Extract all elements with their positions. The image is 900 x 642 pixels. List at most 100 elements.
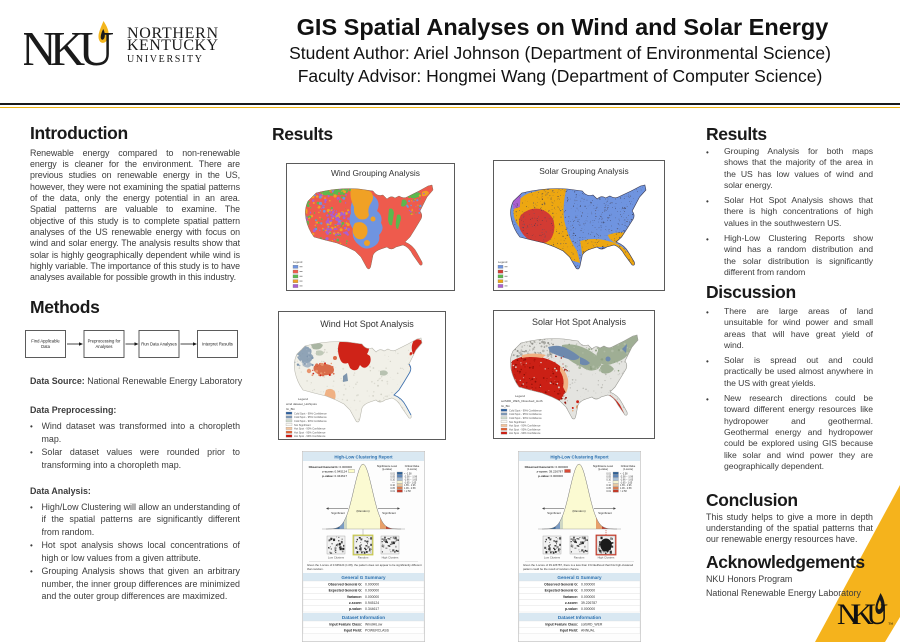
svg-text:Variance:: Variance: <box>563 595 578 599</box>
svg-text:Input Feature Class:: Input Feature Class: <box>545 622 578 626</box>
svg-text:0.000000: 0.000000 <box>581 607 595 611</box>
svg-text:0.05: 0.05 <box>390 475 395 478</box>
svg-text:WindHiLow: WindHiLow <box>365 622 383 626</box>
svg-text:Random: Random <box>358 556 369 560</box>
svg-text:Low Clusters: Low Clusters <box>328 556 345 560</box>
svg-text:0.01: 0.01 <box>606 490 611 493</box>
svg-text:0.945124: 0.945124 <box>365 601 379 605</box>
svg-text:Data: Data <box>41 344 51 349</box>
svg-text:Legend: Legend <box>298 397 308 401</box>
svg-text:z-score:: z-score: <box>565 601 578 605</box>
svg-text:Legend: Legend <box>293 260 303 264</box>
svg-text:Dataset Information: Dataset Information <box>342 615 385 620</box>
svg-text:0.01: 0.01 <box>606 472 611 475</box>
svg-text:Significance Level: Significance Level <box>377 465 398 468</box>
svg-text:< -2.58: < -2.58 <box>620 472 628 475</box>
svg-text:High-Low Clustering Report: High-Low Clustering Report <box>334 454 393 459</box>
svg-text:1.96 - 2.58: 1.96 - 2.58 <box>620 487 632 490</box>
svg-text:1.65 - 1.96: 1.65 - 1.96 <box>620 484 632 487</box>
svg-text:KENTUCKY: KENTUCKY <box>127 37 218 54</box>
svg-text:Legend: Legend <box>498 260 508 264</box>
svg-text:0.000000: 0.000000 <box>581 595 595 599</box>
svg-text:0.000000: 0.000000 <box>581 582 595 586</box>
svg-text:Not Significant: Not Significant <box>509 420 526 424</box>
svg-text:High-Low Clustering Report: High-Low Clustering Report <box>550 454 609 459</box>
svg-text:Given the z-score of 0.945124: Given the z-score of 0.945124 (1.08), th… <box>307 563 422 567</box>
svg-text:Cold Spot - 99% Confidence: Cold Spot - 99% Confidence <box>509 408 542 412</box>
svg-text:General G Summary: General G Summary <box>557 575 602 580</box>
svg-text:Hot Spot - 99% Confidence: Hot Spot - 99% Confidence <box>294 434 326 438</box>
svg-text:Cold Spot - 90% Confidence: Cold Spot - 90% Confidence <box>294 419 327 423</box>
svg-text:Wind Grouping Analysis: Wind Grouping Analysis <box>331 168 420 178</box>
svg-text:Input Feature Class:: Input Feature Class: <box>329 622 362 626</box>
svg-text:(p-value): (p-value) <box>598 468 608 471</box>
svg-text:p-value:: p-value: <box>349 607 362 611</box>
svg-text:Critical Value: Critical Value <box>621 465 636 468</box>
svg-text:Significant: Significant <box>382 511 396 515</box>
svg-text:1.65 - 1.96: 1.65 - 1.96 <box>404 484 416 487</box>
svg-text:Solar Grouping Analysis: Solar Grouping Analysis <box>539 166 628 176</box>
svg-text:(z-score): (z-score) <box>623 468 633 471</box>
svg-text:Hot Spot - 95% Confidence: Hot Spot - 95% Confidence <box>509 427 541 431</box>
svg-text:Low Clusters: Low Clusters <box>544 556 561 560</box>
svg-text:Cold Spot - 99% Confidence: Cold Spot - 99% Confidence <box>294 411 327 415</box>
svg-text:Hot Spot - 95% Confidence: Hot Spot - 95% Confidence <box>294 430 326 434</box>
svg-text:High Clusters: High Clusters <box>382 556 399 560</box>
svg-text:Run Data Analyses: Run Data Analyses <box>141 342 177 347</box>
svg-text:----: ---- <box>608 481 611 484</box>
svg-text:0.000000: 0.000000 <box>581 589 595 593</box>
svg-text:Observed General G:: Observed General G: <box>328 582 362 586</box>
svg-text:™: ™ <box>888 622 893 628</box>
svg-text:0.01: 0.01 <box>390 490 395 493</box>
svg-text:solSRD_WER: solSRD_WER <box>581 622 603 626</box>
svg-text:----: ---- <box>392 481 395 484</box>
svg-text:-1.96 - -1.65: -1.96 - -1.65 <box>404 478 418 481</box>
svg-text:0.05: 0.05 <box>390 487 395 490</box>
svg-text:Input Field:: Input Field: <box>560 629 578 633</box>
svg-text:p-value: 0.344617: p-value: 0.344617 <box>322 474 347 478</box>
svg-text:Cold Spot - 90% Confidence: Cold Spot - 90% Confidence <box>509 416 542 420</box>
svg-text:-1.65 - 1.65: -1.65 - 1.65 <box>620 481 633 484</box>
svg-text:p-value: 0.000000: p-value: 0.000000 <box>538 474 563 478</box>
svg-text:z-score: 0.945124: z-score: 0.945124 <box>322 470 347 474</box>
svg-text:z-score: 39.226787: z-score: 39.226787 <box>536 470 563 474</box>
svg-text:-1.65 - 1.65: -1.65 - 1.65 <box>404 481 417 484</box>
svg-text:1.96 - 2.58: 1.96 - 2.58 <box>404 487 416 490</box>
svg-text:< -2.58: < -2.58 <box>404 472 412 475</box>
svg-text:Expected General G:: Expected General G: <box>329 589 362 593</box>
svg-text:0.05: 0.05 <box>606 487 611 490</box>
svg-text:Hot Spot - 90% Confidence: Hot Spot - 90% Confidence <box>294 427 326 431</box>
svg-text:Hot Spot - 90% Confidence: Hot Spot - 90% Confidence <box>509 424 541 428</box>
svg-text:-1.96 - -1.65: -1.96 - -1.65 <box>620 478 634 481</box>
svg-text:Observed General G: 0.000000: Observed General G: 0.000000 <box>309 465 353 469</box>
svg-text:39.226787: 39.226787 <box>581 601 597 605</box>
svg-text:0.000000: 0.000000 <box>365 595 379 599</box>
svg-text:ANNUAL: ANNUAL <box>581 629 595 633</box>
svg-text:Preprocessing for: Preprocessing for <box>88 339 121 344</box>
svg-text:-2.58 - -1.96: -2.58 - -1.96 <box>620 475 634 478</box>
svg-text:Observed General G: 0.000000: Observed General G: 0.000000 <box>525 465 569 469</box>
svg-text:NORTHERN: NORTHERN <box>127 25 218 42</box>
svg-text:Significant: Significant <box>547 511 561 515</box>
svg-text:Observed General G:: Observed General G: <box>544 582 578 586</box>
svg-text:Input Field:: Input Field: <box>344 629 362 633</box>
svg-text:0.000000: 0.000000 <box>365 589 379 593</box>
svg-text:> 2.58: > 2.58 <box>404 490 411 493</box>
svg-text:pattern could be the result of: pattern could be the result of random ch… <box>523 567 580 571</box>
svg-text:0.10: 0.10 <box>390 478 395 481</box>
svg-text:Solar Hot Spot Analysis: Solar Hot Spot Analysis <box>532 317 627 327</box>
svg-text:Find Applicable: Find Applicable <box>31 339 60 344</box>
svg-text:0.05: 0.05 <box>606 475 611 478</box>
svg-text:Gi_Bin: Gi_Bin <box>501 404 510 408</box>
svg-text:0.10: 0.10 <box>390 484 395 487</box>
svg-text:Gi_Bin: Gi_Bin <box>286 407 295 411</box>
svg-text:Legend: Legend <box>515 394 525 398</box>
svg-text:Hot Spot - 99% Confidence: Hot Spot - 99% Confidence <box>509 431 541 435</box>
svg-text:(Random): (Random) <box>356 509 369 513</box>
svg-text:NKU: NKU <box>837 598 888 631</box>
svg-text:0.10: 0.10 <box>606 484 611 487</box>
svg-text:Cold Spot - 95% Confidence: Cold Spot - 95% Confidence <box>294 415 327 419</box>
svg-text:UNIVERSITY: UNIVERSITY <box>127 54 202 65</box>
svg-text:Variance:: Variance: <box>347 595 362 599</box>
svg-text:-2.58 - -1.96: -2.58 - -1.96 <box>404 475 418 478</box>
